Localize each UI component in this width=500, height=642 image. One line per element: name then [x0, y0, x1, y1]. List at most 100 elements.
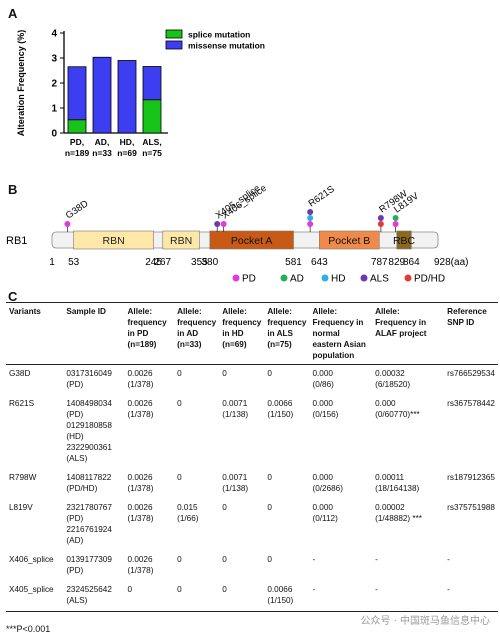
table-cell: X406_splice [9, 555, 54, 564]
position-tick-label: 267 [154, 257, 171, 268]
table-cell: 0.0026 (1/378) [127, 369, 154, 389]
x-tick-label: AD, [95, 137, 110, 147]
table-cell: R798W [9, 473, 37, 482]
legend-swatch [165, 29, 183, 39]
table-cell: 1408498034 (PD) 0129180858 (HD) 23229003… [66, 399, 112, 463]
table-row: X405_splice 2324525642 (ALS) 0 0 0 0.0066 (1/… [6, 581, 498, 612]
table-cell: 0.000 (0/156) [312, 399, 339, 419]
table-cell: 0.0066 (1/150) [267, 585, 294, 605]
column-header: Allele: frequency in AD (n=33) [177, 307, 217, 349]
y-tick-label: 2 [51, 79, 57, 90]
mutation-dot [307, 215, 314, 221]
legend-label: splice mutation [188, 30, 250, 40]
table-row: R621S 1408498034 (PD) 0129180858 (HD) 232… [6, 395, 498, 469]
domain-0 [73, 230, 154, 250]
table-cell: 2324525642 (ALS) [66, 585, 112, 605]
table-cell: 0 [222, 369, 227, 378]
table-cell: 0.000 (0/112) [312, 503, 338, 523]
position-tick-label: 355 [191, 257, 208, 268]
domain-label: RBN [170, 235, 192, 247]
cohort-legend-dot [404, 274, 412, 282]
variants-table: Variants Sample ID Allele: frequency in PD… [6, 302, 498, 612]
y-tick-label: 0 [51, 129, 57, 140]
position-tick-label: 864 [403, 257, 420, 268]
position-tick-label: 1 [49, 257, 55, 268]
cohort-legend-dot [280, 274, 288, 282]
table-cell: 0 [177, 399, 182, 408]
table-cell: rs766529534 [447, 369, 495, 378]
table-cell: 0 [177, 555, 182, 564]
table-cell: 0.0026 (1/378) [127, 503, 154, 523]
table-cell: 0.00002 (1/48882) *** [375, 503, 422, 523]
table-cell: 0.00011 (18/164138) [375, 473, 420, 493]
significance-footnote: ***P<0.001 [6, 624, 51, 634]
panel-label-b: B [8, 182, 18, 197]
table-row: G38D 0317316049 (PD) 0.0026 (1/378) 0 0 0 0.00… [6, 365, 498, 396]
table-cell: rs187912365 [447, 473, 495, 482]
mutation-dot [220, 221, 227, 227]
table-cell: rs367578442 [447, 399, 495, 408]
table-cell: 0 [222, 503, 227, 512]
position-tick-label: 643 [311, 257, 328, 268]
column-header: Allele: frequency in HD (n=69) [222, 307, 262, 349]
table-row: R798W 1408117822 (PD/HD) 0.0026 (1/378) 0 0.… [6, 469, 498, 499]
legend-swatch [165, 40, 183, 50]
x-tick-label: n=75 [142, 148, 162, 158]
mutation-label: G38D [64, 198, 91, 221]
bar-missense-mutation-1 [92, 56, 112, 134]
table-cell: - [312, 585, 316, 594]
table-cell: 1408117822 (PD/HD) [66, 473, 112, 493]
mutation-label: R621S [307, 184, 337, 210]
table-cell: - [447, 555, 450, 564]
bar-missense-mutation-2 [117, 60, 137, 134]
x-tick-label: n=189 [65, 148, 90, 158]
column-header: Allele: Frequency in normal eastern Asia… [312, 307, 366, 360]
mutation-dot [64, 221, 71, 227]
x-tick-label: HD, [120, 137, 135, 147]
column-header: Allele: Frequency in ALAF project [375, 307, 427, 338]
table-cell: 0.015 (1/66) [177, 503, 199, 523]
column-header: Sample ID [66, 307, 106, 316]
position-tick-label: 787 [371, 257, 388, 268]
domain-1 [162, 230, 200, 250]
bar-missense-mutation-3 [142, 66, 162, 101]
mutation-dot [392, 221, 399, 227]
table-cell: 0.00032 (6/18520) [375, 369, 411, 389]
x-tick-label: n=69 [117, 148, 137, 158]
cohort-legend-label: PD/HD [414, 274, 445, 285]
x-tick-label: ALS, [142, 137, 161, 147]
position-tick-label: 53 [68, 257, 80, 268]
table-cell: 0 [267, 503, 272, 512]
table-cell: - [312, 555, 316, 564]
table-header-row: Variants Sample ID Allele: frequency in PD… [6, 302, 498, 365]
cohort-legend-label: PD [242, 274, 256, 285]
domain-label: RBC [393, 235, 416, 247]
domain-4 [396, 230, 412, 250]
table-cell: 0 [177, 369, 182, 378]
table-cell: 0.0071 (1/138) [222, 473, 249, 493]
y-tick-label: 4 [51, 29, 57, 40]
mutation-dot [307, 209, 314, 215]
domain-label: Pocket A [231, 235, 272, 247]
table-cell: 0.0026 (1/378) [127, 555, 154, 575]
mutation-dot [307, 221, 314, 227]
mutation-dot [377, 215, 384, 221]
table-cell: X405_splice [9, 585, 54, 594]
y-tick-label: 1 [51, 104, 57, 115]
table-cell: G38D [9, 369, 31, 378]
table-cell: 0.0066 (1/150) [267, 399, 294, 419]
mutation-dot [214, 221, 221, 227]
alteration-frequency-chart: 0 1 2 3 4 Alteration Frequency (%) PD,n=189 AD,… [16, 29, 265, 159]
column-header: Allele: frequency in PD (n=189) [127, 307, 167, 349]
legend-label: missense mutation [188, 41, 265, 51]
position-tick-label: 928(aa) [434, 257, 468, 268]
cohort-legend-label: HD [331, 274, 345, 285]
y-tick-label: 3 [51, 54, 57, 65]
bar-splice-mutation-3 [142, 99, 162, 134]
position-tick-label: 380 [201, 257, 218, 268]
table-cell: 0 [127, 585, 133, 594]
cohort-legend-dot [232, 274, 240, 282]
domain-label: Pocket B [328, 235, 370, 247]
watermark: 公众号 · 中国斑马鱼信息中心 [360, 616, 490, 627]
table-cell: 0 [177, 585, 182, 594]
